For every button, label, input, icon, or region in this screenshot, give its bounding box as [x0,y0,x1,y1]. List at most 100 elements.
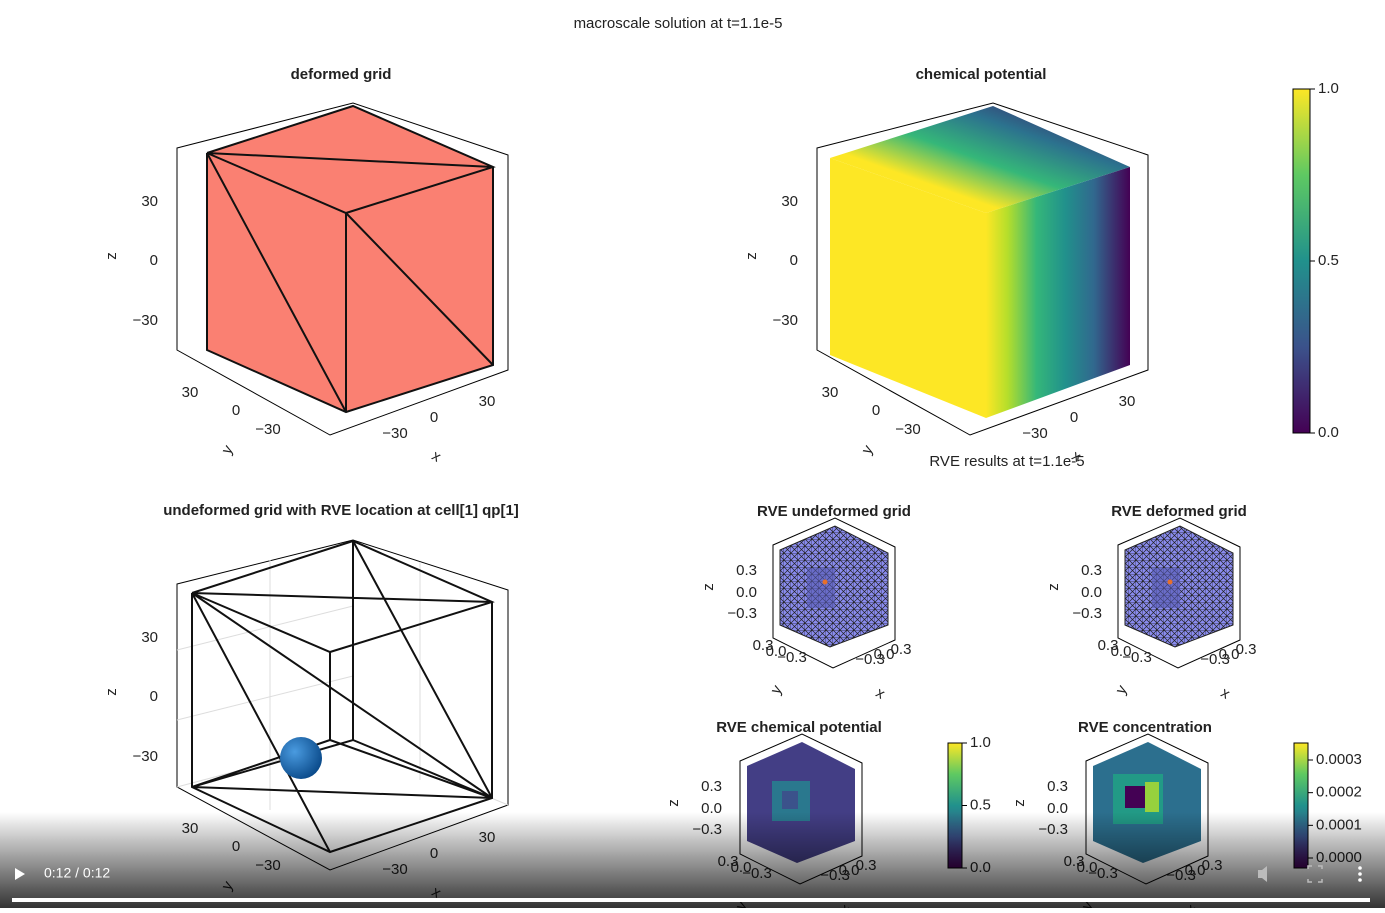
x-tick-label: 0 [1070,409,1078,426]
z-tick-label: 0 [790,252,798,269]
rve-marker [280,737,322,779]
fullscreen-button[interactable] [1307,865,1323,883]
panel-title: RVE undeformed grid [757,503,911,520]
y-axis-label: y [218,442,237,457]
progress-bar[interactable] [12,898,1370,902]
patch [1145,782,1159,812]
z-tick-label: −30 [133,748,158,765]
y-tick-label: 0 [872,402,880,419]
panel-chemical [816,102,1149,436]
z-axis-label: z [1011,799,1028,807]
panel-title: chemical potential [916,66,1047,83]
cube-left [830,158,986,418]
cutout [1152,568,1180,608]
colorbar-tick-label: 0.0002 [1316,784,1362,801]
z-axis-label: z [700,583,717,591]
x-axis-label: x [1218,684,1233,703]
axis-frame [816,102,1149,436]
z-tick-label: 0.3 [701,778,722,795]
x-tick-label: −0.3 [855,651,885,668]
patch [1125,786,1145,808]
z-tick-label: 30 [141,193,158,210]
controls-shade [0,812,1385,908]
y-tick-label: 0.3 [1098,637,1119,654]
axis-frame [176,102,509,436]
volume-button[interactable] [1258,866,1267,882]
x-tick-label: 30 [479,393,496,410]
cube-top [830,106,1130,213]
colorbar-tick-label: 1.0 [1318,80,1339,97]
panel-title: RVE chemical potential [716,719,882,736]
grid [176,540,509,810]
play-button[interactable] [15,868,25,880]
y-tick-label: 30 [822,384,839,401]
menu-button[interactable] [1358,866,1362,882]
z-tick-label: 0.3 [736,562,757,579]
z-tick-label: 0 [150,252,158,269]
z-axis-label: z [665,799,682,807]
rve-title: RVE results at t=1.1e-5 [929,453,1084,470]
x-tick-label: 0.3 [891,641,912,658]
y-axis-label: y [1112,682,1131,697]
panel-title: RVE deformed grid [1111,503,1247,520]
colorbar-tick-label: 1.0 [970,734,991,751]
point [822,579,828,585]
y-tick-label: 30 [182,384,199,401]
patch [782,791,798,809]
panel-title: RVE concentration [1078,719,1212,736]
y-tick-label: 0.3 [753,637,774,654]
panel-title: deformed grid [291,66,392,83]
z-tick-label: 30 [141,629,158,646]
z-tick-label: 30 [781,193,798,210]
z-tick-label: 0 [150,688,158,705]
x-tick-label: −30 [382,425,407,442]
colorbar-tick-label: 0.5 [970,796,991,813]
y-tick-label: 0 [232,402,240,419]
z-tick-label: 0.0 [1081,584,1102,601]
mesh-edges [206,104,496,414]
x-tick-label: 0.0 [874,646,895,663]
z-tick-label: −30 [773,312,798,329]
colorbar-tick-label: 0.5 [1318,252,1339,269]
panel-rve-undeformed [772,517,896,669]
z-axis-label: z [1045,583,1062,591]
z-tick-label: −0.3 [727,605,757,622]
z-tick-label: 0.3 [1081,562,1102,579]
x-tick-label: 0.0 [1219,646,1240,663]
panel-deformed [176,102,509,436]
z-tick-label: 0.0 [736,584,757,601]
cube-right [986,167,1130,418]
video-controls: 0:12 / 0:12 [0,812,1385,908]
y-tick-label: 0.0 [766,643,787,660]
y-axis-label: y [858,442,877,457]
y-tick-label: −0.3 [777,649,807,666]
colorbar-tick-label: 0.0003 [1316,751,1362,768]
x-tick-label: 30 [1119,393,1136,410]
x-axis-label: x [429,447,444,466]
panel-title: undeformed grid with RVE location at cel… [163,502,519,519]
y-tick-label: −0.3 [1122,649,1152,666]
axis-frame [772,517,896,669]
cube [207,106,493,412]
y-tick-label: 0.0 [1111,643,1132,660]
mesh-edges [191,539,495,854]
x-axis-label: x [873,684,888,703]
axis-frame [1117,517,1241,669]
z-axis-label: z [743,252,760,260]
z-tick-label: −0.3 [1072,605,1102,622]
z-tick-label: 0.3 [1047,778,1068,795]
panel-undeformed [176,539,509,871]
z-axis-label: z [103,252,120,260]
z-tick-label: −30 [133,312,158,329]
panel-rve-deformed [1117,517,1241,669]
colorbar-tick-label: 0.0 [1318,424,1339,441]
x-tick-label: 0 [430,409,438,426]
x-tick-label: 0.3 [1236,641,1257,658]
y-tick-label: −30 [255,421,280,438]
figure-title: macroscale solution at t=1.1e-5 [574,15,783,32]
x-tick-label: −30 [1022,425,1047,442]
time: 0:12 / 0:12 [44,865,110,881]
point [1167,579,1173,585]
z-axis-label: z [103,688,120,696]
